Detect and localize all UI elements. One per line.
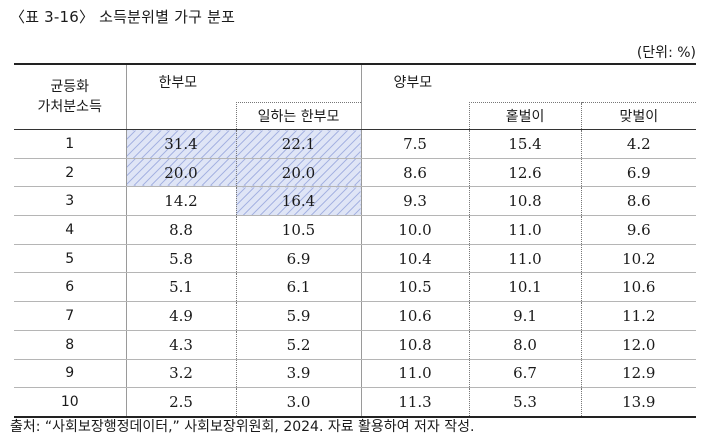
single-parent-value: 4.9 xyxy=(126,301,236,331)
single-earner-value: 6.7 xyxy=(468,359,582,389)
two-parent-value: 10.0 xyxy=(361,215,470,245)
dual-earner-value: 4.2 xyxy=(580,129,697,159)
income-rank: 6 xyxy=(14,272,127,303)
table-title: 〈표 3-16〉 소득분위별 가구 분포 xyxy=(10,8,236,26)
table-row: 5 5.8 6.9 10.4 11.0 10.2 xyxy=(14,244,697,274)
single-earner-value: 8.0 xyxy=(468,330,582,360)
subheader-dual-earner: 맞벌이 xyxy=(580,102,697,130)
two-parent-value: 7.5 xyxy=(361,129,470,159)
group-header-single-parent: 한부모 xyxy=(126,63,362,103)
income-rank: 10 xyxy=(14,387,127,418)
table-row: 3 14.2 16.4 9.3 10.8 8.6 xyxy=(14,186,697,217)
single-parent-value: 4.3 xyxy=(126,330,236,360)
working-single-parent-value: 22.1 xyxy=(235,129,362,159)
working-single-parent-value: 20.0 xyxy=(235,158,362,188)
income-rank: 7 xyxy=(14,301,127,331)
two-parent-value: 10.6 xyxy=(361,301,470,331)
working-single-parent-value: 16.4 xyxy=(235,186,362,217)
subheader-single-earner: 홑벌이 xyxy=(468,102,582,130)
two-parent-value: 8.6 xyxy=(361,158,470,188)
dual-earner-value: 10.6 xyxy=(580,272,697,303)
income-rank: 8 xyxy=(14,330,127,360)
single-earner-value: 10.1 xyxy=(468,272,582,303)
group-header-two-parent: 양부모 xyxy=(361,63,697,103)
income-rank: 2 xyxy=(14,158,127,188)
single-parent-value: 31.4 xyxy=(126,129,236,159)
working-single-parent-value: 6.9 xyxy=(235,244,362,274)
table-row: 10 2.5 3.0 11.3 5.3 13.9 xyxy=(14,387,697,418)
working-single-parent-value: 5.2 xyxy=(235,330,362,360)
dual-earner-value: 6.9 xyxy=(580,158,697,188)
income-rank: 3 xyxy=(14,186,127,217)
working-single-parent-value: 3.0 xyxy=(235,387,362,418)
table-row: 2 20.0 20.0 8.6 12.6 6.9 xyxy=(14,158,697,188)
single-parent-value: 2.5 xyxy=(126,387,236,418)
two-parent-value: 10.8 xyxy=(361,330,470,360)
working-single-parent-value: 5.9 xyxy=(235,301,362,331)
working-single-parent-value: 3.9 xyxy=(235,359,362,389)
subheader-blank-single xyxy=(126,102,236,130)
single-parent-value: 3.2 xyxy=(126,359,236,389)
two-parent-value: 10.5 xyxy=(361,272,470,303)
row-header-cell: 균등화 가처분소득 xyxy=(14,63,127,130)
two-parent-value: 9.3 xyxy=(361,186,470,217)
two-parent-value: 10.4 xyxy=(361,244,470,274)
single-parent-value: 14.2 xyxy=(126,186,236,217)
table-row: 7 4.9 5.9 10.6 9.1 11.2 xyxy=(14,301,697,331)
two-parent-value: 11.0 xyxy=(361,359,470,389)
single-earner-value: 5.3 xyxy=(468,387,582,418)
row-header-line1: 균등화 xyxy=(50,79,90,95)
unit-label: (단위: %) xyxy=(636,45,696,61)
income-rank: 5 xyxy=(14,244,127,274)
working-single-parent-value: 6.1 xyxy=(235,272,362,303)
income-rank: 9 xyxy=(14,359,127,389)
dual-earner-value: 11.2 xyxy=(580,301,697,331)
subheader-blank-two xyxy=(361,102,470,130)
dual-earner-value: 13.9 xyxy=(580,387,697,418)
dual-earner-value: 10.2 xyxy=(580,244,697,274)
income-rank: 4 xyxy=(14,215,127,245)
dual-earner-value: 12.9 xyxy=(580,359,697,389)
single-earner-value: 10.8 xyxy=(468,186,582,217)
dual-earner-value: 12.0 xyxy=(580,330,697,360)
table-row: 9 3.2 3.9 11.0 6.7 12.9 xyxy=(14,359,697,389)
single-earner-value: 15.4 xyxy=(468,129,582,159)
single-parent-value: 5.1 xyxy=(126,272,236,303)
dual-earner-value: 8.6 xyxy=(580,186,697,217)
single-earner-value: 9.1 xyxy=(468,301,582,331)
table-row: 6 5.1 6.1 10.5 10.1 10.6 xyxy=(14,272,697,303)
table-row: 1 31.4 22.1 7.5 15.4 4.2 xyxy=(14,129,697,159)
single-parent-value: 5.8 xyxy=(126,244,236,274)
source-note: 출처: “사회보장행정데이터,” 사회보장위원회, 2024. 자료 활용하여 … xyxy=(10,419,475,435)
subheader-working-single-parent: 일하는 한부모 xyxy=(235,102,362,130)
table-row: 4 8.8 10.5 10.0 11.0 9.6 xyxy=(14,215,697,245)
single-parent-value: 20.0 xyxy=(126,158,236,188)
single-parent-value: 8.8 xyxy=(126,215,236,245)
two-parent-value: 11.3 xyxy=(361,387,470,418)
single-earner-value: 11.0 xyxy=(468,244,582,274)
dual-earner-value: 9.6 xyxy=(580,215,697,245)
table-row: 8 4.3 5.2 10.8 8.0 12.0 xyxy=(14,330,697,360)
income-rank: 1 xyxy=(14,129,127,159)
single-earner-value: 11.0 xyxy=(468,215,582,245)
income-distribution-table: 균등화 가처분소득 한부모 양부모 일하는 한부모 홑벌이 맞벌이 1 31.4… xyxy=(14,63,697,418)
working-single-parent-value: 10.5 xyxy=(235,215,362,245)
row-header-line2: 가처분소득 xyxy=(37,99,102,115)
single-earner-value: 12.6 xyxy=(468,158,582,188)
